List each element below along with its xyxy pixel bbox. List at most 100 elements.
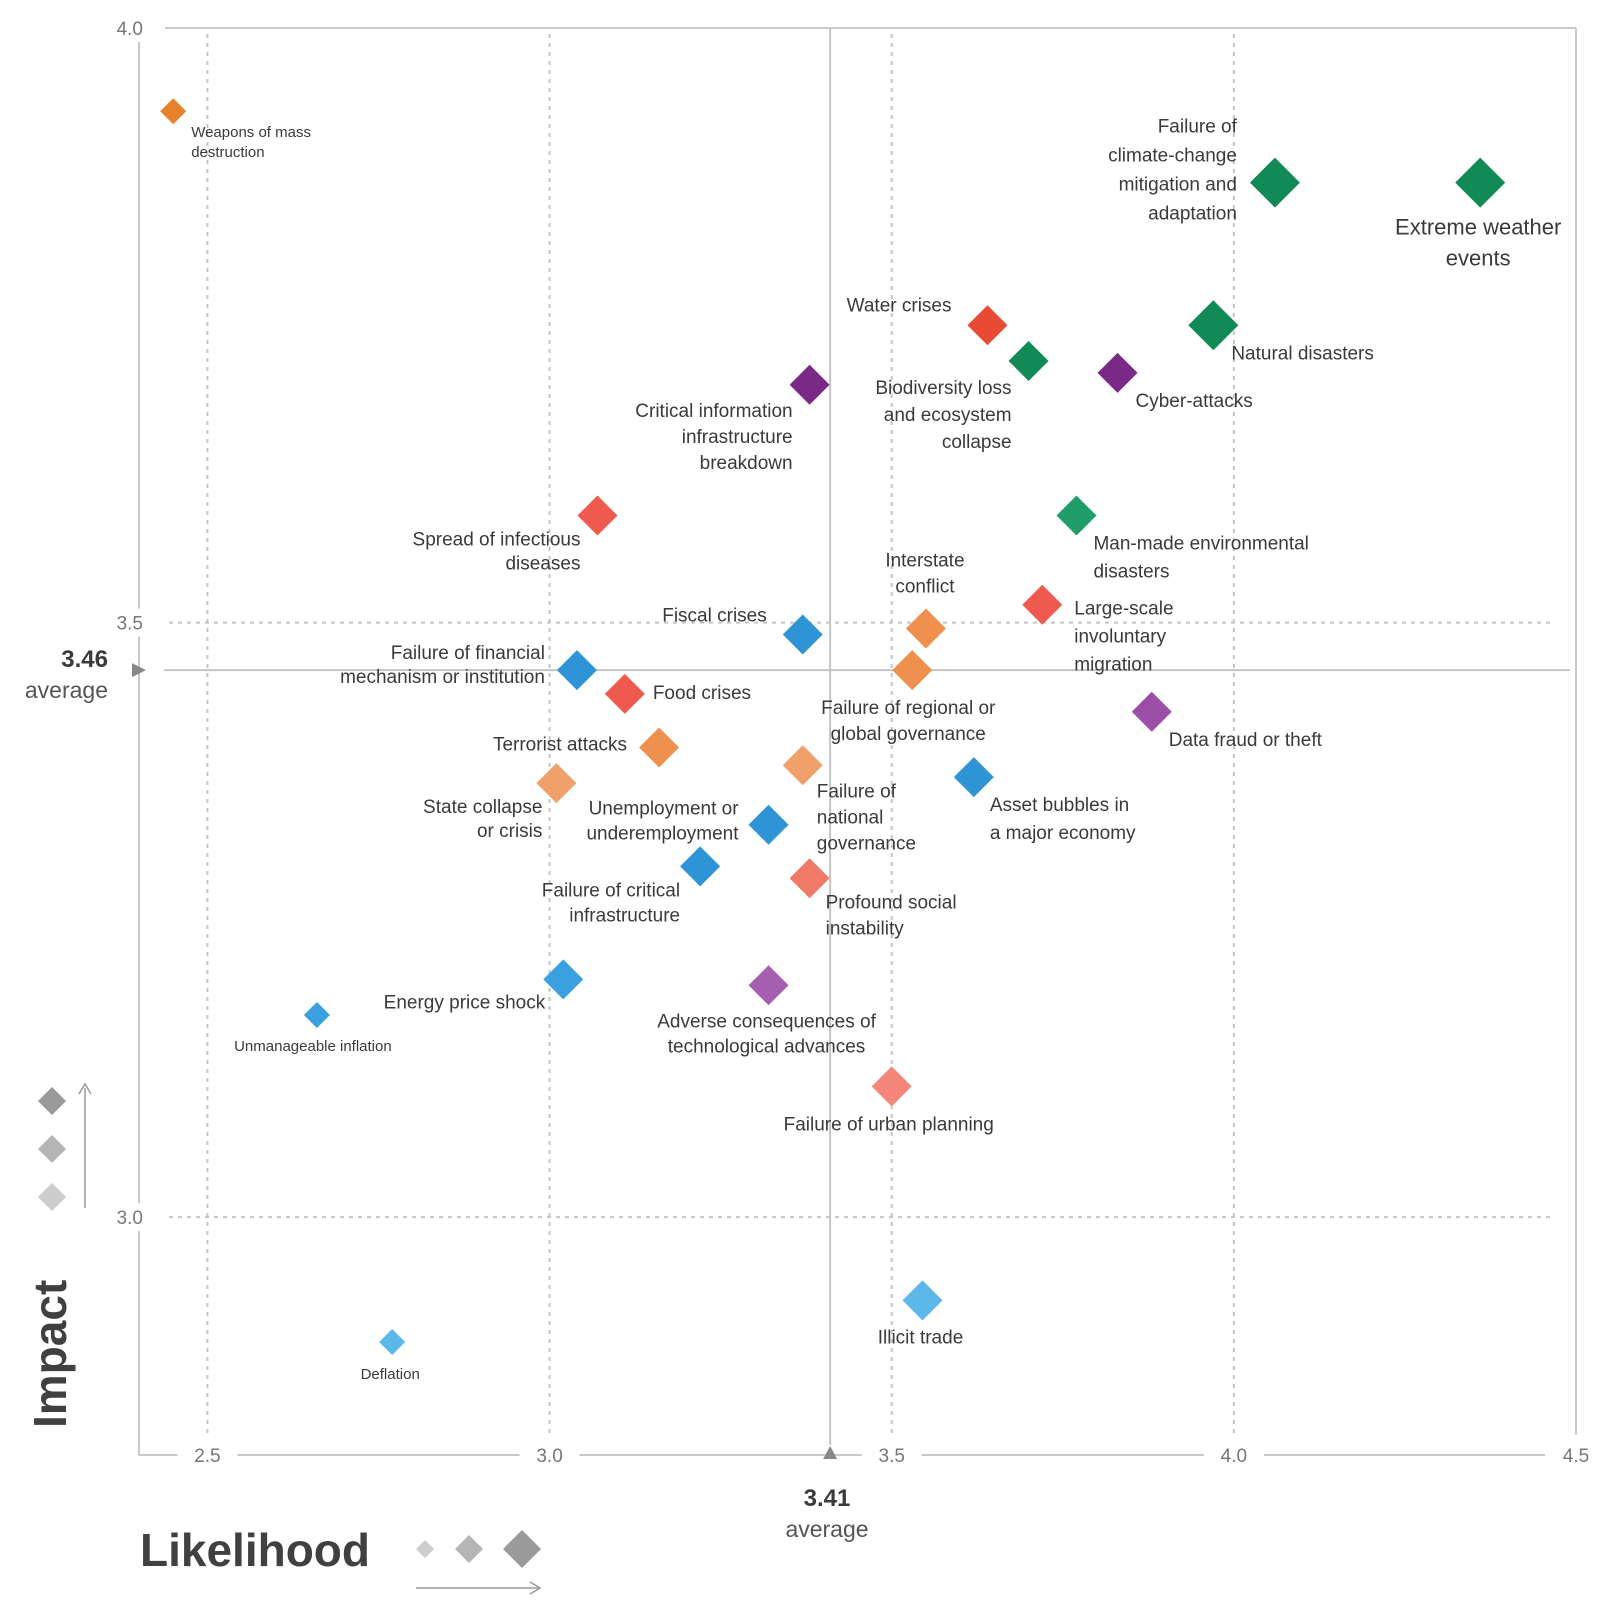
y-tick-label: 3.5	[117, 614, 143, 635]
risk-label-line: adaptation	[1148, 204, 1237, 225]
x-tick-backing	[519, 1443, 580, 1467]
impact-legend-diamond	[38, 1135, 66, 1163]
risk-label-line: Unmanageable inflation	[234, 1038, 392, 1055]
risk-label-line: diseases	[505, 554, 580, 575]
x-axis-title: Likelihood	[140, 1524, 370, 1576]
risk-label-line: Biodiversity loss	[875, 378, 1011, 399]
y-tick-label: 3.0	[117, 1208, 143, 1229]
risk-label-line: Terrorist attacks	[493, 734, 627, 755]
risk-point-label: Failure of climate-change mitigation and ad…	[1108, 117, 1238, 225]
risk-point-label: Critical information infrastructure breakd…	[635, 401, 792, 474]
y-tick-backing	[108, 14, 148, 42]
risk-point	[905, 608, 946, 649]
size-legends	[38, 1082, 542, 1595]
risk-label-line: mechanism or institution	[340, 667, 545, 688]
risk-point	[1455, 157, 1506, 208]
risk-point	[160, 98, 187, 125]
risk-point	[303, 1002, 330, 1029]
risk-label-line: Failure of financial	[391, 643, 545, 664]
x-average-marker	[823, 1446, 838, 1459]
risk-label-line: or crisis	[477, 821, 542, 842]
risk-point	[789, 364, 830, 405]
risk-point-label: Interstate conflict	[885, 551, 964, 598]
risk-label-line: infrastructure	[682, 427, 793, 448]
risk-label-line: destruction	[191, 144, 264, 161]
risk-point	[892, 650, 933, 691]
y-tick-backing	[108, 608, 148, 637]
average-lines	[132, 28, 1570, 1459]
risk-label-line: Failure of regional or	[821, 698, 996, 719]
risk-point	[536, 763, 577, 804]
axes: 2.5 3.0 3.5 4.0 4.5 3.0 3.5 4.0	[108, 14, 1600, 1467]
risk-point-label: Deflation	[361, 1366, 420, 1383]
risk-label-line: Man-made environmental	[1093, 534, 1308, 555]
x-tick-backing	[1203, 1443, 1264, 1467]
risk-label-line: Weapons of mass	[191, 124, 311, 141]
risk-point	[577, 495, 618, 536]
risk-label-line: Failure of critical	[542, 880, 680, 901]
risk-point	[1249, 157, 1300, 208]
y-tick-backing	[108, 1203, 148, 1232]
x-tick-label: 4.5	[1563, 1446, 1589, 1467]
risk-point-label: Food crises	[653, 683, 751, 704]
x-tick-label: 3.5	[879, 1446, 905, 1467]
risk-point-label: Large-scale involuntary migration	[1074, 599, 1173, 676]
risk-point	[1188, 300, 1239, 351]
risk-label-line: Energy price shock	[384, 992, 546, 1013]
risk-label-line: Asset bubbles in	[990, 795, 1129, 816]
risk-label-line: underemployment	[586, 824, 739, 845]
risk-label-line: Fiscal crises	[662, 605, 767, 626]
risk-point-label: Man-made environmental disasters	[1093, 534, 1308, 583]
likelihood-legend-diamond	[503, 1530, 541, 1568]
x-tick-backing	[177, 1443, 238, 1467]
risk-point	[748, 965, 789, 1006]
risk-point-label: Failure of national governance	[817, 781, 916, 854]
risk-label-line: Interstate	[885, 551, 964, 572]
risk-point-label: Cyber-attacks	[1136, 391, 1253, 412]
risk-point-label: Extreme weather events	[1395, 215, 1561, 271]
risk-point	[556, 650, 597, 691]
risk-point	[789, 858, 830, 899]
risk-label-line: global governance	[831, 724, 986, 745]
risk-point-label: Natural disasters	[1231, 343, 1374, 364]
likelihood-legend-diamond	[416, 1540, 434, 1558]
risk-label-line: conflict	[895, 577, 955, 598]
risk-label-line: Extreme weather	[1395, 215, 1561, 240]
risk-point	[543, 959, 584, 1000]
risk-point-label: Illicit trade	[878, 1327, 964, 1348]
risk-point	[782, 745, 823, 786]
risk-point-label: Asset bubbles in a major economy	[990, 795, 1136, 844]
risk-label-line: State collapse	[423, 797, 542, 818]
risk-point	[379, 1329, 406, 1356]
risk-label-line: Data fraud or theft	[1169, 730, 1323, 751]
risk-label-line: Critical information	[635, 401, 792, 422]
x-tick-label: 4.0	[1221, 1446, 1247, 1467]
impact-legend-arrowhead	[78, 1082, 92, 1095]
risk-label-line: collapse	[942, 432, 1012, 453]
risk-label-line: Natural disasters	[1231, 343, 1374, 364]
data-points	[160, 98, 1506, 1356]
risk-point-label: Spread of infectious diseases	[413, 530, 581, 575]
impact-legend-diamond	[38, 1183, 66, 1211]
risk-label-line: instability	[826, 918, 905, 939]
risk-label-line: governance	[817, 833, 916, 854]
risk-point-label: Fiscal crises	[662, 605, 767, 626]
risk-point	[1022, 584, 1063, 625]
risk-label-line: Profound social	[826, 892, 957, 913]
risk-point	[604, 673, 645, 714]
x-average-label: average	[785, 1516, 868, 1542]
risk-point-label: Terrorist attacks	[493, 734, 627, 755]
risk-label-line: Unemployment or	[589, 799, 740, 820]
x-tick-backing	[1546, 1443, 1600, 1467]
risk-point-label: State collapse or crisis	[423, 797, 542, 842]
point-labels: Weapons of mass destruction Failure of clim…	[191, 117, 1561, 1383]
y-average-label: average	[25, 677, 108, 703]
risk-label-line: mitigation and	[1119, 175, 1237, 196]
risk-label-line: Failure of	[1158, 117, 1238, 138]
risk-label-line: Water crises	[847, 295, 952, 316]
risk-point-label: Profound social instability	[826, 892, 957, 939]
risk-point-label: Biodiversity loss and ecosystem collapse	[875, 378, 1011, 453]
risk-point	[1056, 495, 1097, 536]
risk-label-line: events	[1446, 246, 1511, 271]
